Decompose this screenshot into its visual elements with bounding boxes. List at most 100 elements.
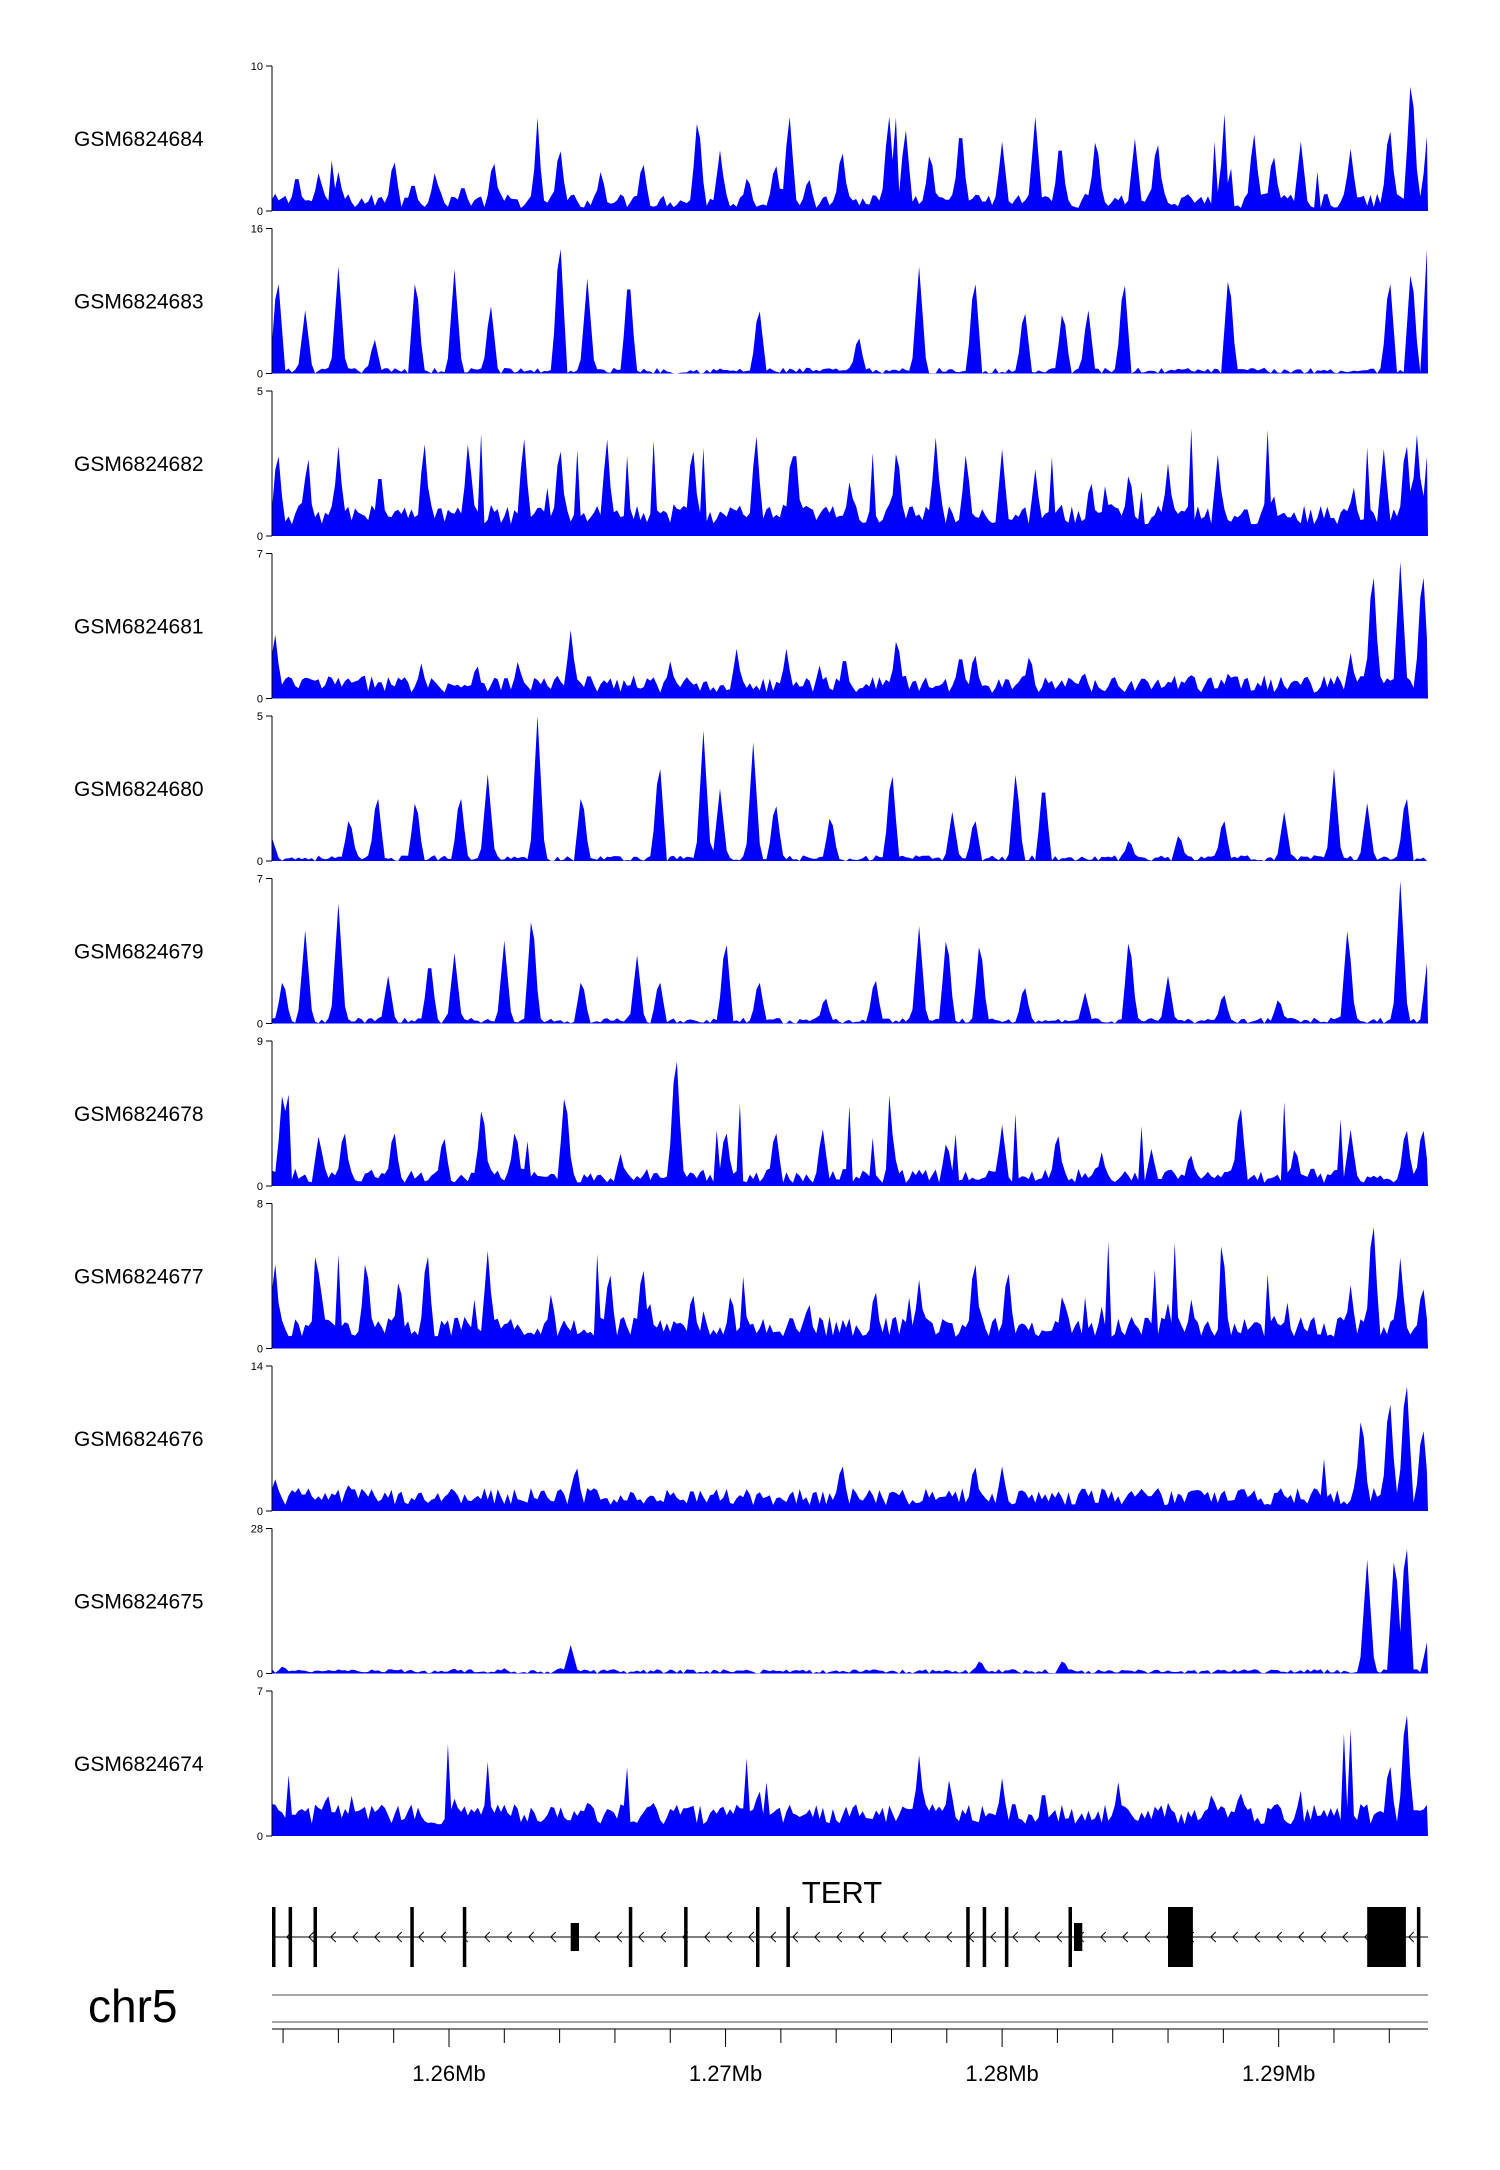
exon [462,1907,467,1967]
track-label: GSM6824682 [74,453,204,476]
strand-arrow [1232,1931,1239,1943]
track-label: GSM6824684 [74,128,204,151]
exon [756,1907,760,1967]
y-max-label: 28 [251,1524,263,1536]
genome-axis: 1.26Mb 1.27Mb 1.28Mb 1.29Mb [272,2028,1428,2086]
y-max-label: 5 [257,386,263,398]
x-tick-label: 1.29Mb [1242,2061,1315,2086]
strand-arrow [1320,1931,1327,1943]
y-max-label: 10 [251,61,263,73]
strand-arrow [1144,1931,1151,1943]
exon [313,1907,317,1967]
exon [1004,1907,1009,1967]
strand-arrow [352,1931,359,1943]
signal-area [272,1061,1428,1186]
track-GSM6824682: 5 0 GSM6824682 [74,386,1428,543]
strand-arrow [1298,1931,1305,1943]
strand-arrow [396,1931,403,1943]
strand-arrow [484,1931,491,1943]
strand-arrow [836,1931,843,1943]
y-max-label: 9 [257,1036,263,1048]
exon [982,1907,987,1967]
y-max-label: 7 [257,1686,263,1698]
track-GSM6824681: 7 0 GSM6824681 [74,549,1428,706]
signal-area [272,1549,1428,1674]
track-GSM6824677: 8 0 GSM6824677 [74,1199,1428,1356]
gene-track: TERT [272,1875,1428,1967]
strand-arrow [308,1931,315,1943]
strand-arrow [418,1931,425,1943]
track-GSM6824674: 7 0 GSM6824674 [74,1686,1428,1843]
signal-area [272,249,1428,374]
strand-arrow [330,1931,337,1943]
signal-area [272,1715,1428,1836]
chromosome-label: chr5 [88,1980,177,2032]
strand-arrow [946,1931,953,1943]
track-GSM6824676: 14 0 GSM6824676 [74,1361,1428,1518]
exon [966,1907,970,1967]
chromosome-ideogram [272,1994,1428,2023]
signal-tracks: 10 0 GSM6824684 16 0 GSM6824683 5 0 GSM6824682 7 0… [74,61,1428,1843]
strand-arrow [1342,1931,1349,1943]
signal-area [272,1227,1428,1349]
exon [1416,1907,1421,1967]
y-min-label: 0 [257,1506,263,1518]
x-tick-label: 1.26Mb [412,2061,485,2086]
track-GSM6824683: 16 0 GSM6824683 [74,224,1428,381]
y-min-label: 0 [257,1669,263,1681]
y-max-label: 16 [251,224,263,236]
exon [628,1907,633,1967]
track-label: GSM6824680 [74,778,204,801]
signal-area [272,428,1428,536]
exon [288,1907,293,1967]
track-label: GSM6824683 [74,291,204,314]
signal-area [272,561,1428,699]
strand-arrow [506,1931,513,1943]
strand-arrow [616,1931,623,1943]
strand-arrow [880,1931,887,1943]
track-GSM6824675: 28 0 GSM6824675 [74,1524,1428,1681]
strand-arrow [374,1931,381,1943]
track-label: GSM6824677 [74,1266,204,1289]
y-min-label: 0 [257,1344,263,1356]
exon [684,1907,688,1967]
strand-arrow [1408,1931,1415,1943]
exon [1367,1907,1406,1967]
exon [1068,1907,1072,1967]
strand-arrow [726,1931,733,1943]
y-min-label: 0 [257,1181,263,1193]
exon [570,1923,579,1951]
strand-arrow [1210,1931,1217,1943]
y-min-label: 0 [257,206,263,218]
y-min-label: 0 [257,531,263,543]
signal-area [272,716,1428,861]
strand-arrow [1276,1931,1283,1943]
exon [786,1907,790,1967]
y-min-label: 0 [257,1831,263,1843]
strand-arrow [924,1931,931,1943]
strand-arrow [902,1931,909,1943]
y-max-label: 8 [257,1199,263,1211]
strand-arrow [748,1931,755,1943]
x-tick-label: 1.28Mb [965,2061,1038,2086]
track-GSM6824679: 7 0 GSM6824679 [74,874,1428,1031]
strand-arrow [1012,1931,1019,1943]
strand-arrow [814,1931,821,1943]
exon [272,1907,276,1967]
exon [1074,1923,1083,1951]
strand-arrow [1100,1931,1107,1943]
strand-arrow [792,1931,799,1943]
exon [410,1907,414,1967]
strand-arrow [638,1931,645,1943]
strand-arrow [550,1931,557,1943]
strand-arrow [1254,1931,1261,1943]
signal-area [272,1386,1428,1511]
track-label: GSM6824681 [74,616,204,639]
track-GSM6824684: 10 0 GSM6824684 [74,61,1428,218]
y-min-label: 0 [257,856,263,868]
signal-area [272,86,1428,211]
strand-arrow [1122,1931,1129,1943]
y-min-label: 0 [257,694,263,706]
x-tick-label: 1.27Mb [689,2061,762,2086]
exon [1168,1907,1193,1967]
